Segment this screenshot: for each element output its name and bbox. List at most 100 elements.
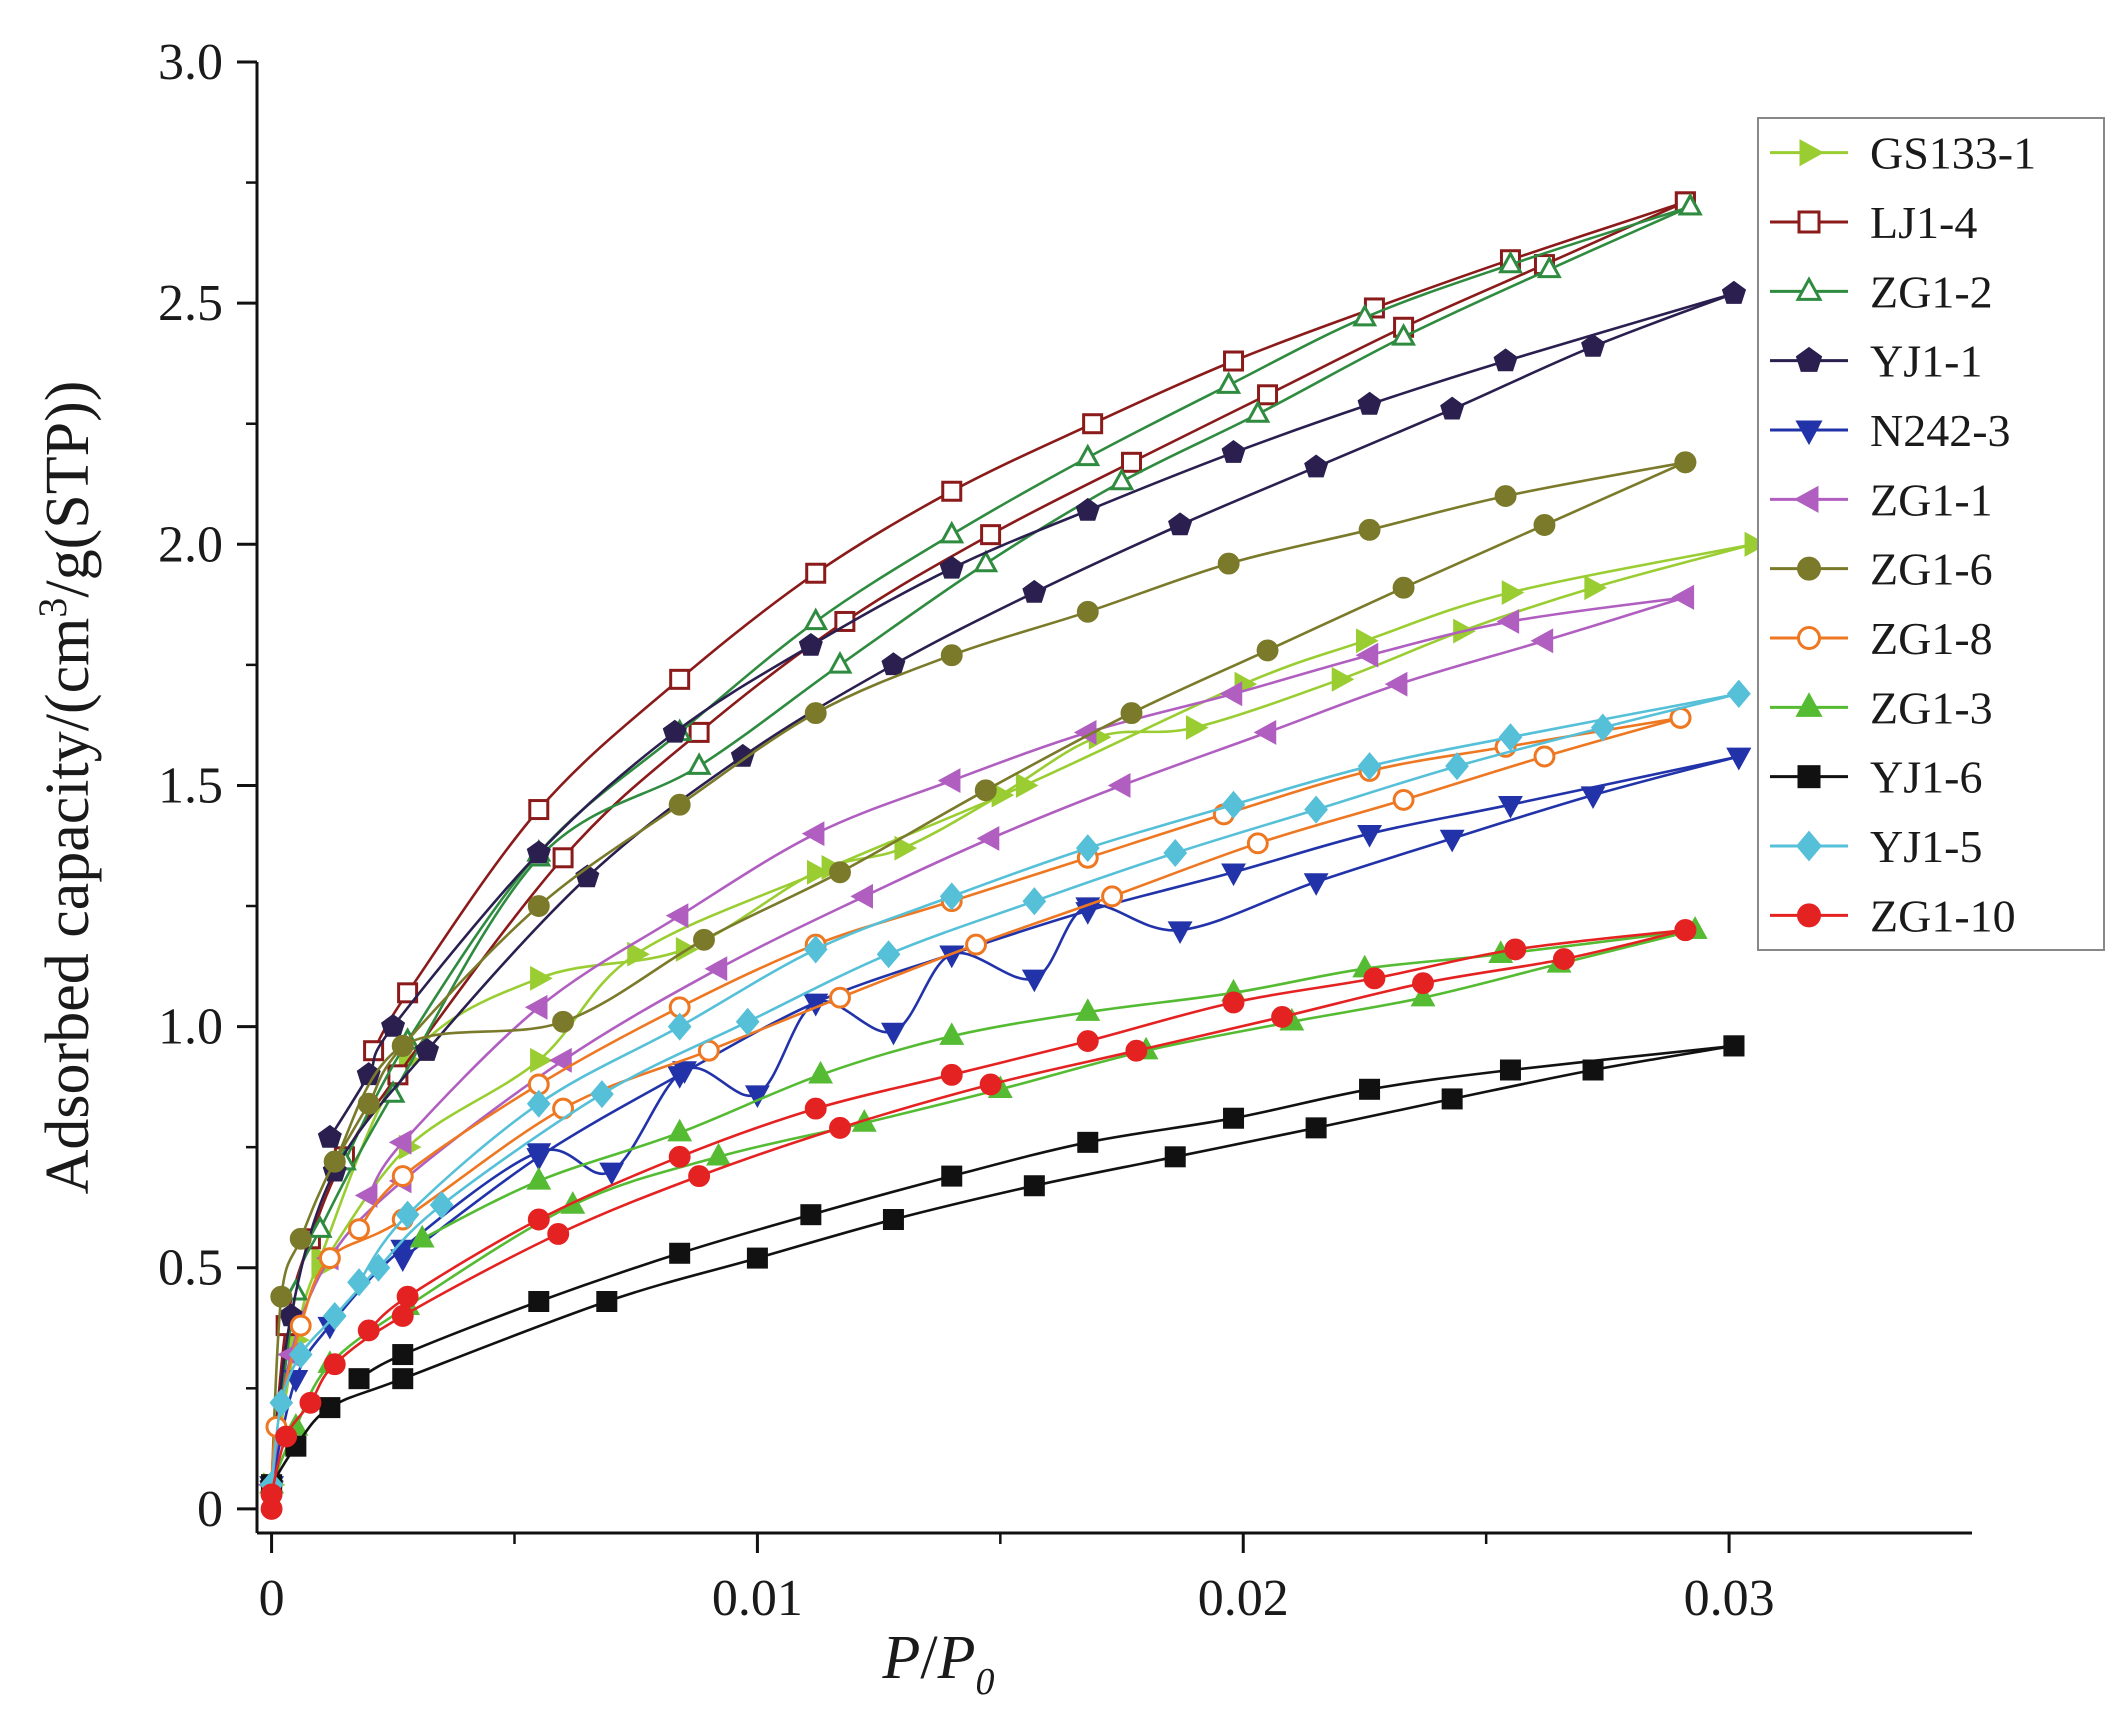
desorption-point xyxy=(1221,863,1246,887)
legend-marker xyxy=(1797,626,1821,650)
desorption-point xyxy=(392,1344,414,1366)
adsorption-line xyxy=(270,292,1735,1485)
desorption-point xyxy=(805,562,827,584)
desorption-point xyxy=(939,520,965,544)
desorption-point xyxy=(1216,371,1242,394)
adsorption-point xyxy=(876,940,901,969)
adsorption-point xyxy=(429,1191,454,1220)
y-axis-title: Adsorbed capacity/(cm3/g(STP)) xyxy=(30,381,102,1195)
legend-label: ZG1-1 xyxy=(1870,474,1993,525)
desorption-point xyxy=(524,994,548,1020)
adsorption-point xyxy=(1257,384,1279,406)
legend-label: ZG1-3 xyxy=(1870,682,1993,733)
y-tick-label: 2.5 xyxy=(158,275,223,332)
adsorption-point xyxy=(1185,715,1209,741)
desorption-point xyxy=(665,903,689,929)
adsorption-point xyxy=(1440,396,1465,420)
desorption-line xyxy=(421,928,1696,1240)
adsorption-point xyxy=(1304,454,1329,478)
desorption-point xyxy=(1498,250,1523,274)
adsorption-point xyxy=(318,1247,341,1270)
legend-marker xyxy=(1795,276,1823,301)
desorption-point xyxy=(1726,747,1752,771)
adsorption-point xyxy=(974,779,997,802)
adsorption-point xyxy=(979,1073,1002,1096)
desorption-point xyxy=(395,1200,420,1229)
y-tick-label: 2.0 xyxy=(158,516,223,573)
x-tick-label: 0.01 xyxy=(712,1570,803,1627)
adsorption-point xyxy=(730,743,755,767)
desorption-point xyxy=(940,1063,963,1086)
adsorption-point xyxy=(1109,467,1135,491)
legend: GS133-1 LJ1-4 ZG1-2 YJ1-1 N242-3 ZG1-1 ZG1-6 ZG… xyxy=(1757,117,2105,951)
series-yj1-1 xyxy=(259,280,1746,1495)
adsorption-point xyxy=(552,1010,575,1033)
desorption-point xyxy=(1223,350,1245,372)
adsorption-point xyxy=(1392,788,1415,811)
desorption-point xyxy=(1222,991,1245,1014)
legend-label: YJ1-5 xyxy=(1870,821,1982,872)
adsorption-point xyxy=(1384,671,1408,697)
adsorption-point xyxy=(1245,400,1271,423)
desorption-point xyxy=(1357,391,1382,415)
desorption-point xyxy=(803,607,829,631)
adsorption-point xyxy=(1410,983,1436,1007)
adsorption-point xyxy=(688,1165,711,1188)
desorption-point xyxy=(357,1319,380,1342)
legend-label: ZG1-8 xyxy=(1870,613,1993,664)
desorption-line xyxy=(367,928,1686,1332)
legend-marker xyxy=(1797,903,1821,928)
adsorption-point xyxy=(1392,576,1415,599)
desorption-point xyxy=(1075,497,1100,521)
adsorption-point xyxy=(807,859,830,885)
adsorption-point xyxy=(289,1314,312,1337)
legend-marker xyxy=(1799,139,1825,167)
y-title-part1: Adsorbed capacity/(cm xyxy=(34,618,102,1195)
legend-marker xyxy=(1797,765,1821,789)
adsorption-point xyxy=(1021,969,1047,993)
y-tick-label: 3.0 xyxy=(158,34,223,91)
desorption-point xyxy=(1358,518,1381,541)
y-title-superscript: 3 xyxy=(30,598,75,618)
adsorption-line xyxy=(270,755,1740,1486)
desorption-point xyxy=(1723,1035,1745,1057)
series-gs133-1 xyxy=(262,531,1768,1498)
adsorption-point xyxy=(288,1340,313,1369)
adsorption-point xyxy=(1167,921,1193,945)
x-title-subscript: 0 xyxy=(975,1661,994,1703)
desorption-point xyxy=(940,644,963,667)
adsorption-point xyxy=(1552,948,1575,971)
desorption-point xyxy=(357,1092,380,1115)
desorption-line xyxy=(328,292,1735,1139)
desorption-point xyxy=(808,1060,834,1084)
legend-item: N242-3 xyxy=(1770,405,2011,456)
adsorption-point xyxy=(415,1038,440,1061)
adsorption-point xyxy=(283,1369,309,1393)
adsorption-point xyxy=(1412,972,1434,995)
desorption-point xyxy=(528,799,550,821)
legend-label: YJ1-1 xyxy=(1870,336,1982,387)
desorption-point xyxy=(668,1145,691,1168)
legend-item: ZG1-3 xyxy=(1770,682,1993,733)
adsorption-point xyxy=(980,524,1002,546)
series-zg1-10 xyxy=(260,919,1697,1520)
adsorption-line xyxy=(270,596,1686,1485)
adsorption-point xyxy=(1391,322,1417,346)
desorption-point xyxy=(396,1285,419,1308)
desorption-line xyxy=(333,461,1686,1163)
adsorption-point xyxy=(704,956,728,982)
desorption-point xyxy=(1082,413,1104,435)
desorption-point xyxy=(804,1097,827,1120)
adsorption-point xyxy=(1253,719,1277,745)
legend-item: YJ1-1 xyxy=(1770,336,1982,387)
desorption-point xyxy=(1077,1131,1099,1153)
desorption-point xyxy=(941,1165,963,1187)
adsorption-point xyxy=(599,1162,625,1186)
adsorption-point xyxy=(1303,873,1329,896)
adsorption-point xyxy=(1120,702,1143,725)
legend-item: ZG1-2 xyxy=(1770,266,1993,317)
adsorption-point xyxy=(1107,773,1131,798)
desorption-point xyxy=(1499,1059,1521,1081)
legend-item: GS133-1 xyxy=(1770,128,2036,179)
desorption-point xyxy=(669,668,691,690)
